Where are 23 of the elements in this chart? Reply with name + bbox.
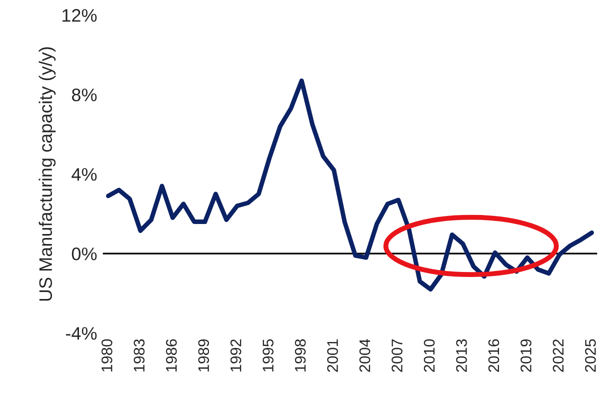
y-tick-label: 0% <box>72 248 97 260</box>
y-axis-title: US Manufacturing capacity (y/y) <box>38 47 56 301</box>
x-tick-label: 2013 <box>456 339 467 372</box>
x-tick-label: 1983 <box>134 339 145 372</box>
y-tick-label: -4% <box>66 327 97 340</box>
x-tick-label: 2010 <box>424 339 435 372</box>
y-tick-label: 8% <box>72 88 97 102</box>
x-tick-label: 2016 <box>488 339 500 372</box>
x-tick-label: 2004 <box>359 339 370 372</box>
line-series <box>106 78 594 292</box>
x-tick-label: 1980 <box>102 339 112 372</box>
x-tick-label: 2019 <box>520 339 532 372</box>
x-tick-label: 1998 <box>294 339 306 372</box>
x-tick-label: 1995 <box>262 339 274 372</box>
x-tick-label: 1989 <box>198 339 210 372</box>
x-tick-label: 2025 <box>585 339 596 372</box>
x-tick-label: 2007 <box>392 339 402 372</box>
x-tick-label: 2001 <box>327 339 338 372</box>
y-tick-label: 12% <box>62 9 97 22</box>
y-tick-label: 4% <box>72 168 97 181</box>
x-tick-label: 1992 <box>230 339 242 372</box>
x-tick-label: 2022 <box>552 339 564 372</box>
x-tick-label: 1986 <box>166 339 177 372</box>
